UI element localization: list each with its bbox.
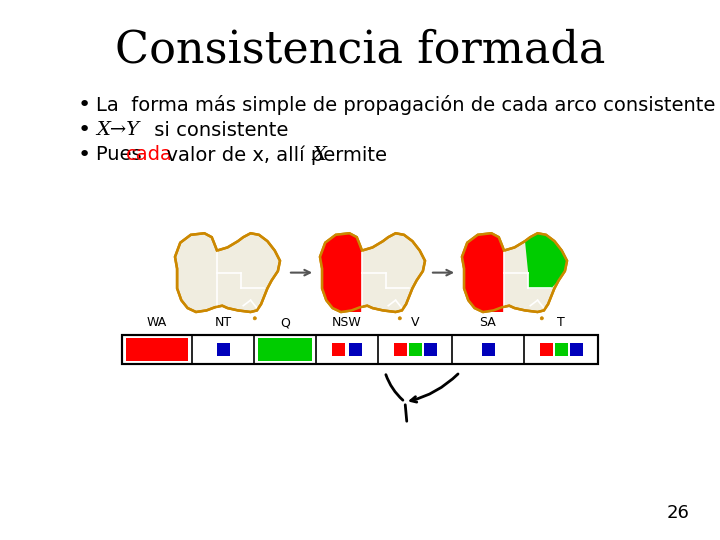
Text: WA: WA	[147, 316, 167, 329]
Bar	[570, 343, 582, 356]
Bar	[217, 343, 230, 356]
Text: •: •	[78, 145, 91, 165]
Text: 26: 26	[667, 504, 690, 522]
Text: si consistente: si consistente	[148, 120, 289, 139]
Text: •: •	[78, 95, 91, 115]
Bar	[126, 338, 188, 361]
Text: T: T	[557, 316, 565, 329]
Bar	[258, 338, 312, 361]
Text: La  forma más simple de propagación de cada arco consistente: La forma más simple de propagación de ca…	[96, 95, 716, 115]
Text: Consistencia formada: Consistencia formada	[114, 29, 606, 72]
Polygon shape	[462, 233, 504, 312]
Text: Pues: Pues	[96, 145, 148, 165]
Polygon shape	[462, 233, 567, 312]
Bar	[394, 343, 407, 356]
Text: SA: SA	[480, 316, 496, 329]
Text: cada: cada	[126, 145, 173, 165]
Polygon shape	[175, 233, 280, 312]
Text: NSW: NSW	[332, 316, 362, 329]
Bar	[122, 335, 598, 364]
Text: NT: NT	[215, 316, 232, 329]
Polygon shape	[320, 233, 425, 312]
Text: valor de x, allí permite: valor de x, allí permite	[154, 145, 393, 165]
Polygon shape	[525, 233, 567, 288]
Bar	[349, 343, 362, 356]
Bar	[332, 343, 345, 356]
Bar	[539, 343, 552, 356]
Bar	[408, 343, 421, 356]
Text: Q: Q	[280, 316, 290, 329]
Bar	[122, 335, 598, 364]
Text: •: •	[78, 120, 91, 140]
Text: V: V	[410, 316, 419, 329]
Circle shape	[253, 317, 256, 320]
Circle shape	[398, 317, 401, 320]
Circle shape	[540, 317, 544, 320]
Bar	[554, 343, 567, 356]
Polygon shape	[320, 233, 362, 312]
Bar	[482, 343, 495, 356]
Text: X: X	[312, 146, 326, 164]
Bar	[423, 343, 436, 356]
Text: X→Y: X→Y	[96, 121, 139, 139]
